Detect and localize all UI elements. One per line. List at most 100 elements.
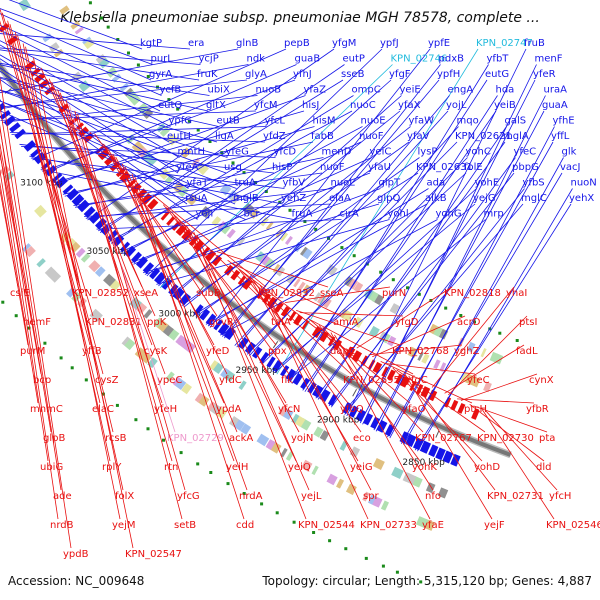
gc-dot [196, 462, 200, 466]
reverse-gene-label: KPN_02546 [546, 520, 600, 531]
genome-summary-label: Topology: circular; Length: 5,315,120 bp… [262, 574, 592, 588]
forward-gene-connector [209, 48, 431, 328]
reverse-gene-connector [259, 285, 369, 520]
forward-gene-label: yfaW [409, 116, 435, 127]
forward-gene-connector [403, 157, 564, 445]
reverse-gene-label: setB [174, 520, 196, 531]
forward-gene-label: pdxB [439, 54, 465, 65]
reverse-gene-connector [134, 176, 248, 491]
forward-gene-connector [387, 141, 554, 438]
gc-dot [288, 208, 292, 212]
feature-block [226, 228, 236, 239]
forward-gene-arrow [271, 360, 283, 373]
forward-gene-arrow [384, 424, 395, 437]
feature-block [391, 466, 404, 479]
reverse-gene-label: KPN_02818 [444, 288, 501, 299]
map-title: Klebsiella pneumoniae subsp. pneumoniae … [60, 10, 540, 26]
reverse-gene-arrow [381, 366, 389, 377]
reverse-gene-connector [238, 268, 349, 404]
gc-dot [381, 564, 385, 568]
forward-gene-connector [205, 203, 428, 325]
feature-block [44, 266, 56, 278]
forward-gene-connector [120, 141, 362, 253]
forward-gene-label: engA [448, 85, 474, 96]
reverse-gene-connector [485, 410, 558, 491]
forward-gene-connector [73, 172, 323, 206]
reverse-gene-label: KPN_02832 [258, 288, 315, 299]
scale-label: 3000 kbp [158, 310, 201, 320]
forward-gene-connector [30, 157, 285, 189]
reverse-gene-label: nfo [425, 491, 441, 502]
reverse-gene-label: acrD [457, 317, 481, 328]
forward-gene-label: yfgM [332, 38, 356, 49]
forward-gene-connector [181, 141, 410, 306]
reverse-gene-connector [248, 276, 359, 462]
reverse-gene-connector [94, 133, 205, 288]
forward-gene-connector [272, 203, 476, 372]
gc-dot [156, 85, 159, 89]
reverse-gene-connector [299, 312, 404, 317]
feature-block [265, 221, 274, 231]
feature-block [300, 459, 313, 472]
forward-gene-label: elaA [329, 193, 351, 204]
reverse-gene-label: yfgD [395, 317, 419, 328]
gc-dot [264, 190, 268, 193]
feature-block [219, 183, 232, 196]
reverse-gene-connector [408, 375, 496, 491]
feature-block [439, 362, 447, 372]
reverse-gene-arrow [267, 296, 278, 309]
feature-block [34, 204, 47, 218]
forward-gene-label: truA [235, 178, 256, 189]
gc-dot [162, 438, 165, 442]
gc-dot [127, 51, 130, 55]
feature-block [238, 380, 247, 390]
forward-gene-label: ubiX [208, 85, 230, 96]
forward-gene-arrow [9, 122, 21, 133]
forward-gene-connector [0, 47, 201, 65]
feature-block [386, 335, 397, 347]
forward-gene-label: yfgF [389, 69, 411, 80]
forward-gene-connector [156, 219, 390, 285]
feature-block [88, 260, 101, 273]
reverse-gene-label: yfcN [278, 404, 300, 415]
forward-gene-connector [236, 95, 450, 348]
gc-dot [115, 403, 119, 407]
gc-dot [292, 520, 296, 524]
forward-gene-connector [62, 141, 314, 195]
forward-gene-connector [0, 24, 162, 96]
reverse-gene-label: ypeC [157, 375, 182, 386]
reverse-gene-connector [481, 409, 555, 520]
reverse-gene-label: yghZ [454, 346, 480, 357]
feature-block [103, 273, 116, 287]
reverse-gene-connector [51, 81, 156, 317]
reverse-gene-label: yfaO [402, 404, 426, 415]
forward-gene-label: alkB [425, 193, 447, 204]
feature-block [59, 5, 70, 15]
gc-dot [254, 181, 257, 184]
forward-gene-label: yohG [436, 209, 462, 220]
feature-block [36, 258, 46, 268]
forward-gene-connector [342, 203, 524, 414]
reverse-gene-label: cynX [529, 375, 554, 386]
feature-block [280, 232, 289, 242]
gc-dot [196, 128, 200, 132]
reverse-gene-label: yejF [484, 520, 505, 531]
reverse-gene-connector [227, 259, 339, 346]
reverse-gene-label: spr [363, 491, 380, 502]
forward-gene-label: yfaZ [304, 85, 327, 96]
scale-label: 2900 kbp [317, 416, 360, 426]
reverse-gene-connector [166, 207, 280, 317]
reverse-gene-arrow [450, 399, 459, 411]
forward-gene-arrow [124, 245, 137, 258]
forward-gene-label: hisJ [302, 100, 319, 111]
feature-block [297, 281, 306, 292]
feature-block [380, 500, 389, 511]
reverse-gene-connector [473, 405, 548, 433]
forward-gene-label: eutP [343, 54, 365, 65]
reverse-gene-label: yejM [112, 520, 135, 531]
forward-gene-label: eutQ [158, 100, 182, 111]
gc-dot [498, 331, 502, 335]
reverse-gene-connector [176, 216, 290, 375]
feature-block [438, 328, 449, 340]
